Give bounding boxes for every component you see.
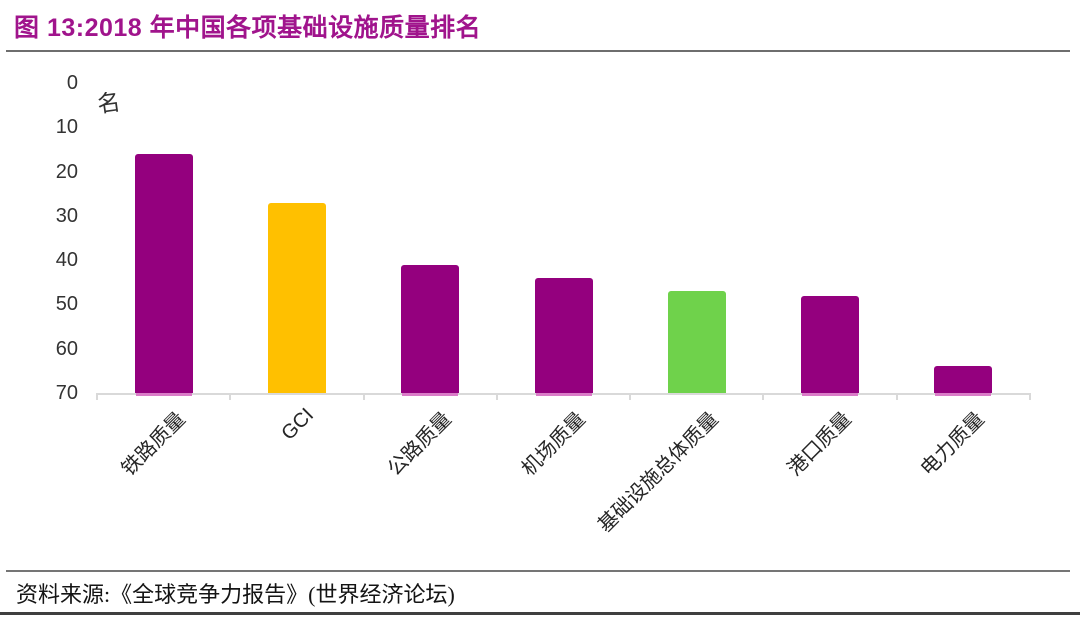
bar-bottom-edge xyxy=(935,392,992,396)
bottom-border xyxy=(0,612,1080,615)
footer-divider xyxy=(6,570,1070,572)
bar xyxy=(134,153,193,396)
source-note: 资料来源:《全球竞争力报告》(世界经济论坛) xyxy=(16,582,455,607)
y-axis-unit-label: 名 xyxy=(95,88,122,118)
x-category-label: 港口质量 xyxy=(783,408,856,481)
y-tick-label: 30 xyxy=(55,204,78,227)
bar xyxy=(267,202,326,393)
bar xyxy=(934,366,993,396)
bar xyxy=(667,291,726,393)
y-tick-label: 0 xyxy=(66,72,78,94)
axis-tick-mark xyxy=(495,393,498,400)
bar xyxy=(534,277,593,396)
figure-title: 图 13:2018 年中国各项基础设施质量排名 xyxy=(14,14,482,42)
bar-bottom-edge xyxy=(535,392,592,396)
axis-tick-mark xyxy=(1029,393,1031,400)
axis-tick-mark xyxy=(629,393,632,400)
bar xyxy=(801,295,860,396)
y-tick-label: 10 xyxy=(55,116,78,139)
title-divider xyxy=(6,50,1070,52)
y-tick-label: 60 xyxy=(55,337,78,360)
axis-tick-mark xyxy=(229,393,232,400)
x-category-label: 公路质量 xyxy=(383,408,457,481)
bar-bottom-edge xyxy=(135,392,192,396)
axis-tick-mark xyxy=(96,393,98,400)
x-category-label: 基础设施总体质量 xyxy=(593,408,723,537)
bar-bottom-edge xyxy=(802,392,859,396)
axis-tick-mark xyxy=(362,393,365,400)
y-tick-label: 40 xyxy=(55,249,78,272)
y-tick-label: 20 xyxy=(55,160,78,183)
axis-tick-mark xyxy=(895,393,898,400)
bar-bottom-edge xyxy=(402,392,459,396)
y-tick-label: 70 xyxy=(55,382,78,404)
x-category-label: 机场质量 xyxy=(517,408,590,481)
x-category-label: GCI xyxy=(277,404,319,445)
y-tick-label: 50 xyxy=(55,293,78,316)
bar xyxy=(401,264,460,396)
axis-tick-mark xyxy=(762,393,765,400)
x-category-label: 铁路质量 xyxy=(117,408,190,481)
x-category-label: 电力质量 xyxy=(917,408,990,481)
